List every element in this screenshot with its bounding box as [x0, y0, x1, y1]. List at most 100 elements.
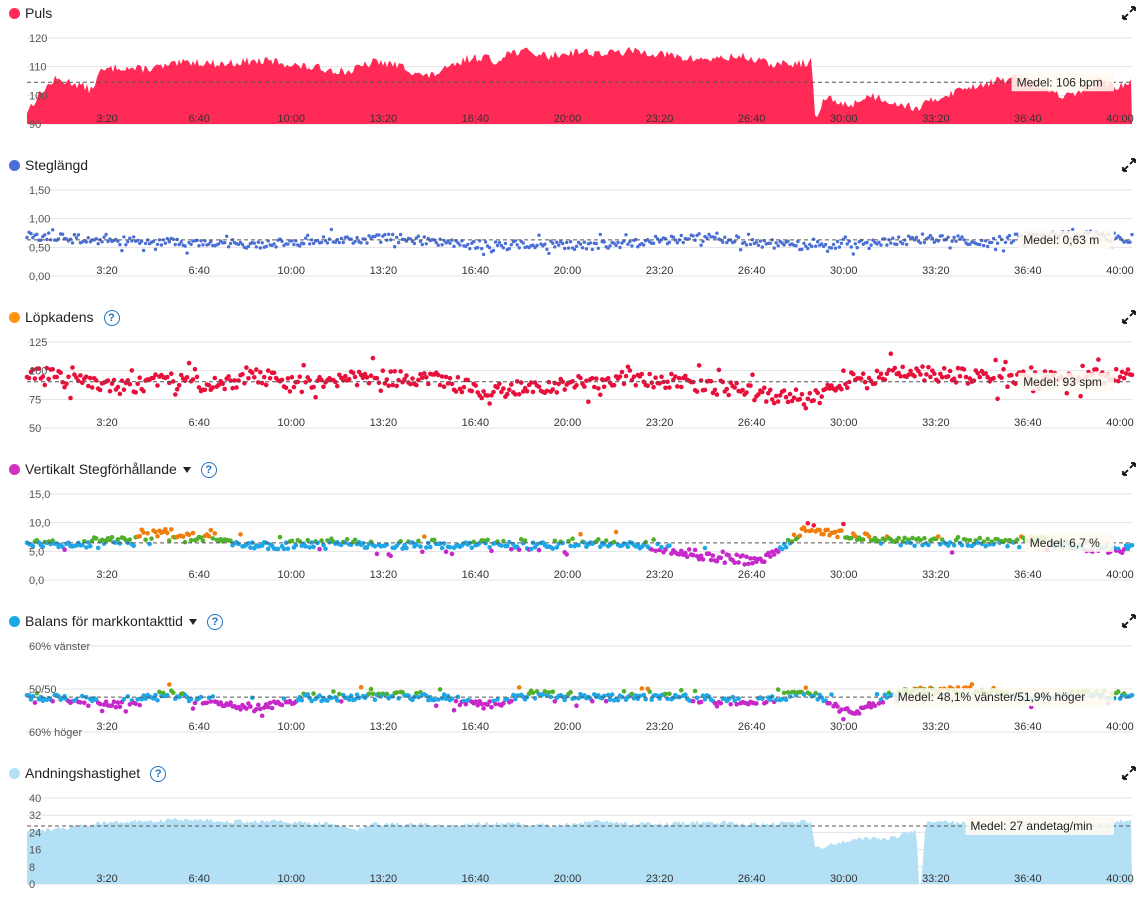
- data-point: [588, 241, 593, 245]
- data-point: [1094, 367, 1099, 372]
- x-tick-label: 6:40: [188, 113, 209, 125]
- data-point: [119, 378, 125, 383]
- help-icon[interactable]: ?: [150, 766, 167, 783]
- help-icon[interactable]: ?: [206, 614, 223, 631]
- data-point: [416, 234, 421, 238]
- data-point: [246, 541, 251, 546]
- data-point: [667, 543, 672, 548]
- data-point: [645, 383, 650, 389]
- data-point: [552, 538, 558, 544]
- data-point: [285, 546, 291, 551]
- data-point: [986, 244, 990, 249]
- data-point: [180, 534, 186, 539]
- data-point: [58, 370, 63, 375]
- expand-icon[interactable]: [1122, 614, 1136, 628]
- data-point: [543, 242, 547, 246]
- data-point: [368, 686, 374, 692]
- help-icon[interactable]: ?: [200, 462, 217, 479]
- data-point: [188, 537, 194, 543]
- expand-icon[interactable]: [1122, 158, 1136, 172]
- data-point: [714, 392, 720, 397]
- data-point: [206, 533, 212, 539]
- data-point: [926, 364, 931, 370]
- x-tick-label: 10:00: [277, 569, 305, 581]
- expand-icon[interactable]: [1122, 462, 1136, 476]
- data-point: [366, 691, 372, 696]
- data-point: [50, 699, 55, 704]
- data-point: [359, 241, 363, 245]
- data-point: [786, 239, 790, 243]
- expand-icon[interactable]: [1122, 6, 1136, 20]
- data-point: [153, 529, 158, 535]
- x-tick-label: 40:00: [1106, 113, 1134, 125]
- expand-icon[interactable]: [1122, 766, 1136, 780]
- data-point: [607, 697, 613, 702]
- data-point: [582, 240, 587, 244]
- data-point: [799, 391, 805, 397]
- data-point: [408, 381, 413, 387]
- data-point: [317, 546, 322, 552]
- data-point: [212, 531, 218, 536]
- caret-down-icon[interactable]: [188, 619, 197, 626]
- data-point: [303, 544, 309, 549]
- data-point: [352, 374, 358, 380]
- data-point: [501, 246, 506, 250]
- data-point: [246, 244, 251, 249]
- data-point: [208, 527, 214, 533]
- x-tick-label: 26:40: [738, 569, 766, 581]
- data-point: [40, 544, 46, 549]
- data-point: [177, 242, 181, 247]
- data-point: [825, 249, 830, 253]
- data-point: [346, 697, 352, 702]
- data-point: [513, 392, 518, 397]
- data-point: [692, 547, 698, 553]
- data-point: [679, 233, 683, 238]
- data-point: [651, 241, 656, 245]
- data-point: [420, 375, 425, 380]
- data-point: [803, 685, 809, 690]
- data-point: [902, 535, 907, 541]
- data-point: [258, 246, 262, 250]
- data-point: [653, 234, 658, 239]
- data-point: [297, 374, 303, 380]
- data-point: [487, 246, 492, 250]
- data-point: [441, 692, 447, 697]
- data-point: [137, 533, 142, 539]
- data-point: [290, 239, 294, 243]
- data-point: [856, 711, 862, 716]
- data-point: [771, 400, 777, 406]
- data-point: [939, 374, 945, 380]
- data-point: [418, 372, 423, 377]
- x-tick-label: 23:20: [646, 873, 674, 885]
- caret-down-icon[interactable]: [182, 467, 191, 474]
- respiration-chart: 40 32 24 16 8 0 3:20 6:40 10:00 13:20 16:40 20:00 23…: [27, 793, 1134, 891]
- data-point: [967, 538, 973, 543]
- data-point: [109, 535, 115, 540]
- data-point: [329, 695, 334, 701]
- data-point: [32, 376, 38, 381]
- data-point: [882, 377, 888, 382]
- data-point: [801, 525, 807, 530]
- data-point: [675, 241, 679, 245]
- data-point: [714, 559, 720, 564]
- data-point: [265, 704, 271, 710]
- data-point: [272, 242, 276, 246]
- data-point: [45, 237, 49, 242]
- data-point: [960, 235, 964, 239]
- data-point: [736, 235, 741, 240]
- data-point: [1125, 367, 1131, 372]
- expand-icon[interactable]: [1122, 310, 1136, 324]
- data-point: [805, 396, 811, 402]
- data-point: [732, 698, 737, 704]
- data-point: [518, 380, 524, 385]
- panel-title: Puls: [25, 4, 52, 22]
- help-icon[interactable]: ?: [103, 310, 120, 327]
- data-point: [364, 375, 370, 380]
- data-point: [303, 380, 309, 385]
- data-point: [599, 377, 605, 382]
- data-point: [350, 370, 356, 376]
- data-point: [186, 360, 192, 366]
- data-point: [88, 543, 93, 549]
- data-point: [812, 237, 816, 241]
- data-point: [223, 241, 227, 245]
